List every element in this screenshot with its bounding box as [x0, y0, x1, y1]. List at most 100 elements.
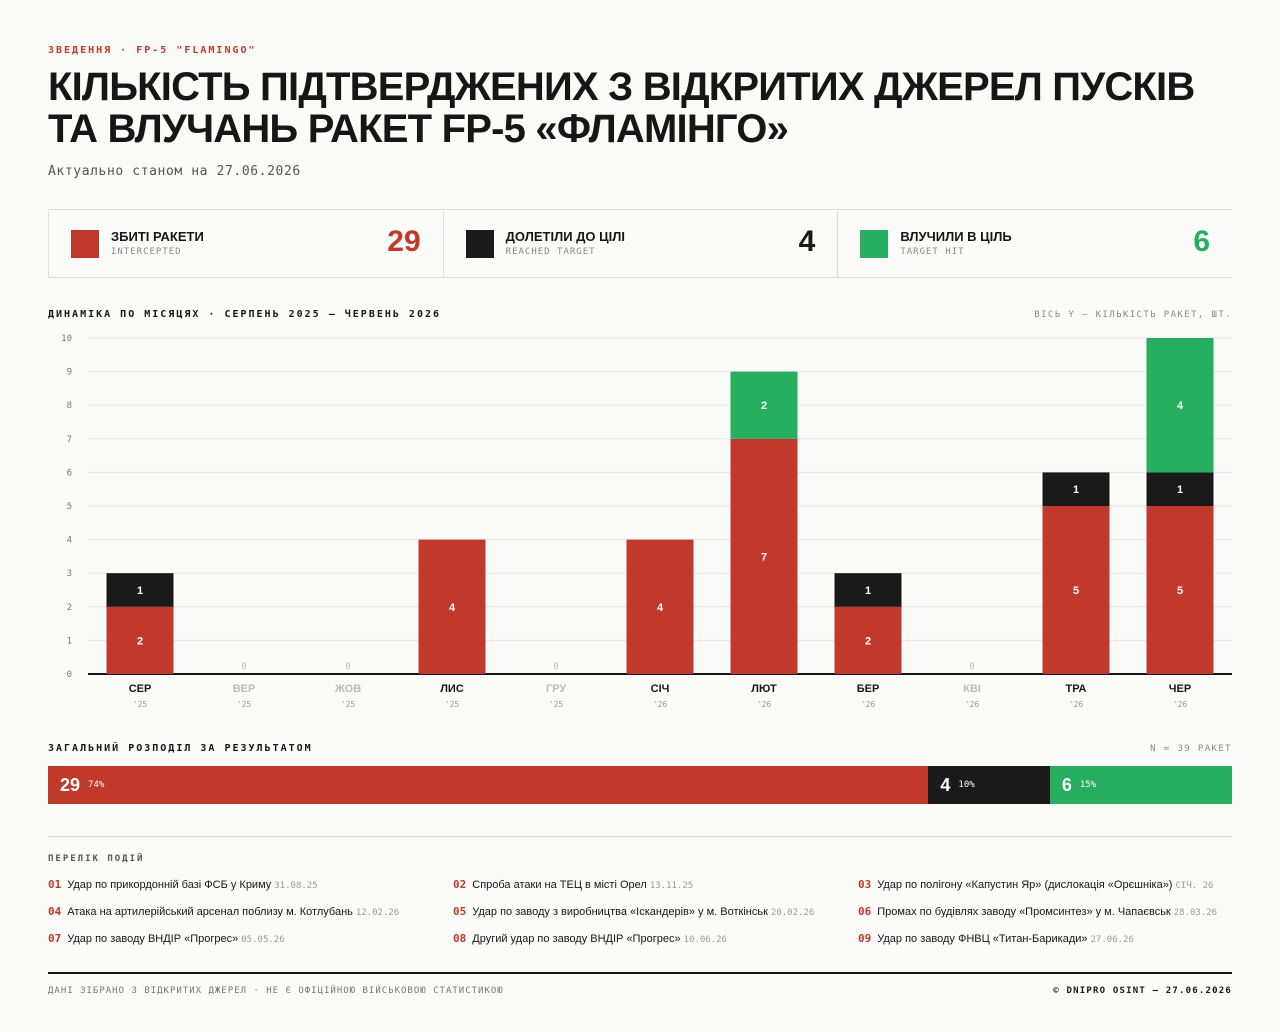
event-item: 04 Атака на артилерійський арсенал поблиз… [48, 905, 453, 920]
x-tick-year-label: '26 [1173, 700, 1188, 709]
bar-segment [1146, 472, 1214, 506]
bar-value-label: 4 [657, 602, 664, 614]
zero-value-label: 0 [241, 662, 246, 672]
event-number: 04 [48, 905, 62, 918]
bar-value-label: 1 [1073, 484, 1079, 496]
event-text: Удар по полігону «Капустин Яр» (дислокац… [877, 879, 1173, 891]
hit-swatch [860, 230, 889, 258]
x-tick-label: СЕР [129, 683, 152, 695]
legend-sublabel: REACHED TARGET [505, 247, 596, 257]
bar-value-label: 4 [449, 602, 456, 614]
event-date: 31.08.25 [274, 881, 318, 891]
y-tick-label: 1 [67, 636, 72, 646]
event-item: 09 Удар по заводу ФНВЦ «Титан-Барикади» 27… [858, 932, 1238, 947]
event-item: 02 Спроба атаки на ТЕЦ в місті Орел 13.11.… [453, 878, 858, 893]
axis-note: ВІСЬ Y — КІЛЬКІСТЬ РАКЕТ, ШТ. [1034, 310, 1232, 320]
event-date: СІЧ. 26 [1175, 881, 1214, 891]
x-tick-label: ЧЕР [1169, 683, 1191, 695]
divider [48, 209, 1232, 210]
legend-value: 6 [1193, 225, 1211, 258]
bar-value-label: 5 [1073, 585, 1079, 597]
bar-segment [730, 371, 798, 439]
divider [48, 836, 1232, 837]
footer-credit: © DNIPRO OSINT — 27.06.2026 [1053, 986, 1232, 996]
legend-label: ДОЛЕТІЛИ ДО ЦІЛІ [505, 229, 625, 244]
bar-segment [106, 573, 174, 607]
bar-segment [418, 539, 486, 674]
event-text: Удар по заводу ФНВЦ «Титан-Барикади» [877, 933, 1088, 945]
y-tick-label: 8 [67, 401, 72, 411]
legend-value: 29 [387, 225, 421, 258]
bar-value-label: 1 [1177, 484, 1183, 496]
events-list: 01 Удар по прикордонній базі ФСБ у Криму 3… [48, 878, 1238, 947]
intercepted-swatch [71, 230, 99, 258]
footer-divider [48, 972, 1232, 974]
segment-value: 4 [940, 774, 951, 795]
bar-segment [730, 438, 798, 674]
x-tick-label: КВІ [963, 683, 981, 695]
page-title: КІЛЬКІСТЬ ПІДТВЕРДЖЕНИХ З ВІДКРИТИХ ДЖЕР… [48, 65, 1195, 151]
legend-sublabel: INTERCEPTED [111, 247, 182, 257]
reached-swatch [465, 230, 494, 258]
y-tick-label: 10 [61, 334, 72, 344]
y-tick-label: 5 [67, 502, 72, 512]
bar-value-label: 7 [761, 551, 767, 563]
bar-value-label: 2 [865, 635, 871, 647]
distribution-segment-reached: 4 10% [928, 766, 1050, 804]
x-tick-label: ЛИС [440, 683, 464, 695]
event-date: 27.06.26 [1090, 935, 1134, 945]
subtitle: Актуально станом на 27.06.2026 [48, 164, 301, 179]
event-text: Удар по заводу ВНДІР «Прогрес» [67, 933, 239, 945]
bar-segment [1146, 338, 1214, 473]
legend-reached: ДОЛЕТІЛИ ДО ЦІЛІ REACHED TARGET 4 [442, 211, 838, 277]
y-tick-label: 7 [67, 435, 72, 445]
x-tick-label: СІЧ [651, 683, 670, 695]
distribution-bar: 29 74% 4 10% 6 15% [48, 766, 1232, 804]
event-number: 03 [858, 878, 872, 891]
event-date: 13.11.25 [649, 881, 694, 891]
x-tick-label: ВЕР [233, 683, 256, 695]
x-tick-year-label: '26 [1069, 700, 1084, 709]
x-tick-label: ЛЮТ [751, 683, 777, 695]
y-tick-label: 2 [67, 603, 72, 613]
bar-segment [626, 539, 694, 674]
y-tick-label: 9 [67, 368, 72, 378]
bar-segment [834, 573, 902, 607]
event-text: Промах по будівлях заводу «Промсинтез» у… [877, 906, 1171, 918]
legend-label: ЗБИТІ РАКЕТИ [111, 229, 204, 244]
event-date: 12.02.26 [355, 908, 400, 918]
event-text: Спроба атаки на ТЕЦ в місті Орел [472, 879, 647, 891]
x-tick-year-label: '25 [341, 700, 356, 709]
bar-value-label: 5 [1177, 585, 1183, 597]
x-tick-label: ГРУ [546, 683, 566, 695]
x-tick-year-label: '26 [861, 700, 876, 709]
x-tick-label: БЕР [857, 683, 880, 695]
bar-segment [834, 606, 902, 674]
bar-value-label: 2 [761, 400, 767, 412]
legend-label: ВЛУЧИЛИ В ЦІЛЬ [900, 229, 1012, 244]
bar-segment [1042, 506, 1110, 674]
bar-value-label: 1 [865, 585, 871, 597]
segment-percent: 10% [958, 780, 975, 790]
bar-segment [1042, 472, 1110, 506]
event-item: 01 Удар по прикордонній базі ФСБ у Криму 3… [48, 878, 453, 893]
bar-segment [1146, 506, 1214, 674]
segment-percent: 15% [1079, 780, 1097, 790]
distribution-total: N = 39 РАКЕТ [1150, 744, 1232, 754]
event-date: 05.05.26 [241, 935, 285, 945]
zero-value-label: 0 [553, 662, 558, 672]
segment-percent: 74% [88, 780, 105, 790]
x-tick-year-label: '25 [445, 700, 460, 709]
zero-value-label: 0 [969, 662, 974, 672]
event-text: Удар по прикордонній базі ФСБ у Криму [67, 879, 272, 891]
event-item: 03 Удар по полігону «Капустин Яр» (дислок… [858, 878, 1238, 893]
x-tick-label: ТРА [1065, 683, 1086, 695]
y-tick-label: 4 [67, 536, 72, 546]
bar-value-label: 1 [137, 585, 143, 597]
event-number: 01 [48, 878, 62, 891]
eyebrow: ЗВЕДЕННЯ · FP-5 "FLAMINGO" [48, 45, 257, 56]
event-date: 10.06.26 [683, 935, 727, 945]
x-tick-year-label: '26 [757, 700, 772, 709]
x-tick-year-label: '25 [549, 700, 564, 709]
y-tick-label: 3 [67, 569, 72, 579]
